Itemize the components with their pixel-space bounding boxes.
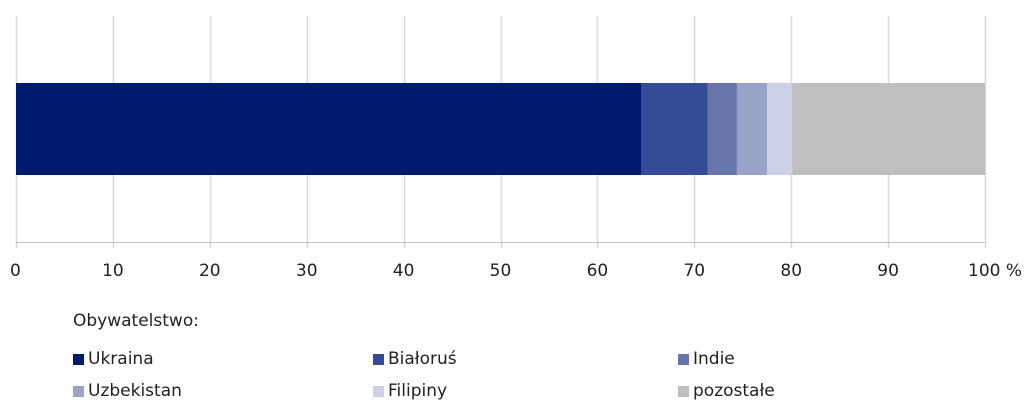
legend-swatch xyxy=(73,354,84,365)
x-tick-label-30: 30 xyxy=(296,261,318,281)
legend-item-uzbekistan: Uzbekistan xyxy=(73,380,182,402)
x-tick-label-10: 10 xyxy=(102,261,124,281)
legend-label: Ukraina xyxy=(88,349,154,369)
x-tick-label-90: 90 xyxy=(877,261,899,281)
stacked-bar-chart: 0 10 20 30 40 50 60 70 80 90 100 % xyxy=(0,0,1026,300)
legend-label: pozostałe xyxy=(693,381,775,401)
x-tick-label-0: 0 xyxy=(10,261,21,281)
legend-item-filipiny: Filipiny xyxy=(373,380,447,402)
bar-segment-filipiny xyxy=(767,83,792,175)
legend-swatch xyxy=(678,354,689,365)
legend: Ukraina Białoruś Indie Uzbekistan Filipiny po… xyxy=(73,348,1013,412)
x-tick-label-50: 50 xyxy=(490,261,512,281)
legend-title: Obywatelstwo: xyxy=(73,311,199,331)
legend-item-bia-oru-: Białoruś xyxy=(373,348,457,370)
x-tick-label-20: 20 xyxy=(199,261,221,281)
bar-segment-indie xyxy=(708,83,737,175)
x-tick-labels: 0 10 20 30 40 50 60 70 80 90 100 % xyxy=(10,261,1022,281)
legend-swatch xyxy=(373,354,384,365)
bar-segment-ukraina xyxy=(16,83,641,175)
legend-item-indie: Indie xyxy=(678,348,735,370)
bar-segment-pozosta-e xyxy=(792,83,985,175)
bar-segment-uzbekistan xyxy=(737,83,767,175)
x-tick-label-60: 60 xyxy=(587,261,609,281)
legend-item-ukraina: Ukraina xyxy=(73,348,154,370)
legend-label: Białoruś xyxy=(388,349,457,369)
x-tick-label-80: 80 xyxy=(780,261,802,281)
legend-label: Filipiny xyxy=(388,381,447,401)
legend-label: Uzbekistan xyxy=(88,381,182,401)
legend-item-pozosta-e: pozostałe xyxy=(678,380,775,402)
x-tick-label-40: 40 xyxy=(393,261,415,281)
bar-segment-bia-oru- xyxy=(641,83,708,175)
legend-swatch xyxy=(73,386,84,397)
legend-swatch xyxy=(678,386,689,397)
legend-swatch xyxy=(373,386,384,397)
x-tick-label-100: 100 % xyxy=(968,261,1022,281)
legend-label: Indie xyxy=(693,349,735,369)
x-tick-label-70: 70 xyxy=(683,261,705,281)
bar-segments xyxy=(16,83,985,175)
